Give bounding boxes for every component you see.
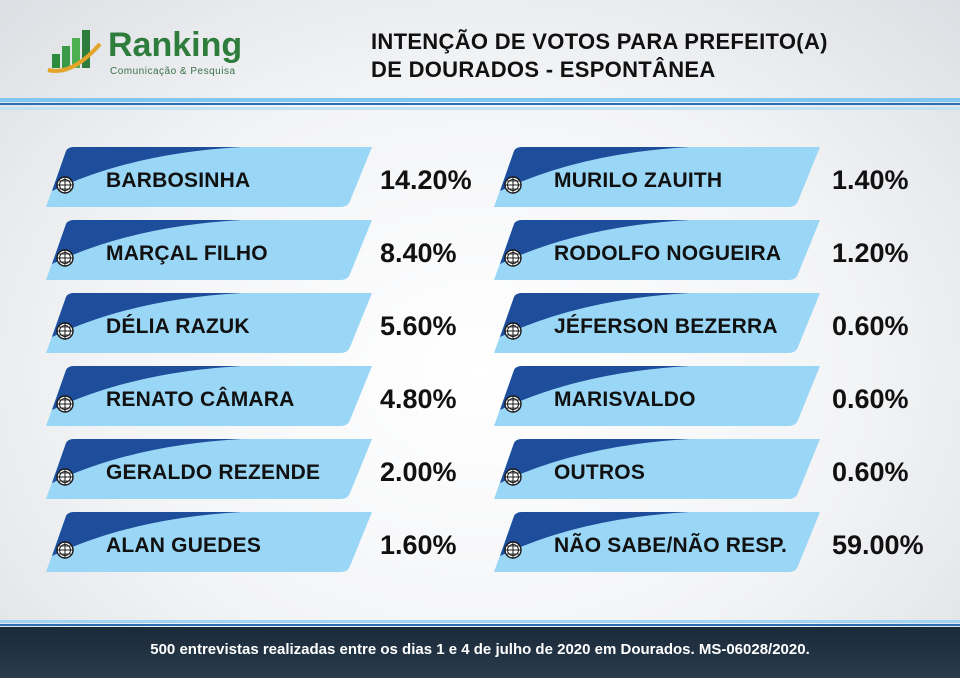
- candidate-row: BARBOSINHA 14.20%: [42, 147, 492, 207]
- candidate-percentage: 14.20%: [380, 165, 472, 195]
- candidate-row: GERALDO REZENDE 2.00%: [42, 439, 492, 499]
- candidate-pill: [46, 220, 372, 280]
- candidate-row: RODOLFO NOGUEIRA 1.20%: [490, 220, 940, 280]
- candidate-percentage: 0.60%: [832, 457, 909, 487]
- pill-accent: [52, 147, 242, 191]
- pill-accent: [500, 147, 690, 191]
- globe-icon: [56, 249, 74, 267]
- globe-icon: [56, 395, 74, 413]
- globe-icon: [504, 249, 522, 267]
- candidate-percentage: 8.40%: [380, 238, 457, 268]
- candidate-percentage: 5.60%: [380, 311, 457, 341]
- ranking-logo: Ranking Comunicação & Pesquisa: [46, 22, 246, 82]
- pill-accent: [500, 439, 690, 483]
- header-band-pale: [0, 107, 960, 110]
- candidate-name: MURILO ZAUITH: [554, 169, 723, 192]
- bar-chart-logo-icon: [47, 30, 102, 73]
- candidate-name: ALAN GUEDES: [106, 534, 262, 557]
- candidate-pill: [46, 147, 372, 207]
- footer-bar: 500 entrevistas realizadas entre os dias…: [0, 627, 960, 678]
- footer-band-light: [0, 620, 960, 623]
- candidate-pill: [46, 293, 372, 353]
- candidate-percentage: 2.00%: [380, 457, 457, 487]
- candidate-pill: [46, 439, 372, 499]
- title-line-2: DE DOURADOS - ESPONTÂNEA: [371, 57, 716, 82]
- candidate-name: OUTROS: [554, 461, 646, 484]
- candidate-name: JÉFERSON BEZERRA: [554, 315, 778, 338]
- candidate-row: MURILO ZAUITH 1.40%: [490, 147, 940, 207]
- pill-accent: [500, 512, 690, 556]
- globe-icon: [504, 176, 522, 194]
- candidate-row: NÃO SABE/NÃO RESP. 59.00%: [490, 512, 940, 572]
- candidate-row: MARÇAL FILHO 8.40%: [42, 220, 492, 280]
- candidate-pill: [46, 366, 372, 426]
- candidate-pill: [494, 512, 820, 572]
- globe-icon: [504, 322, 522, 340]
- globe-icon: [504, 541, 522, 559]
- candidate-percentage: 4.80%: [380, 384, 457, 414]
- candidate-percentage: 0.60%: [832, 384, 909, 414]
- pill-accent: [52, 293, 242, 337]
- pill-accent: [500, 220, 690, 264]
- globe-icon: [56, 541, 74, 559]
- globe-icon: [56, 322, 74, 340]
- globe-icon: [56, 176, 74, 194]
- candidate-name: BARBOSINHA: [106, 169, 251, 192]
- candidate-percentage: 1.60%: [380, 530, 457, 560]
- candidate-name: RENATO CÂMARA: [106, 388, 295, 411]
- candidate-percentage: 0.60%: [832, 311, 909, 341]
- candidate-name: GERALDO REZENDE: [106, 461, 321, 484]
- candidate-name: DÉLIA RAZUK: [106, 315, 250, 338]
- candidate-percentage: 1.40%: [832, 165, 909, 195]
- header-band-light: [0, 98, 960, 102]
- candidate-pill: [494, 439, 820, 499]
- pill-accent: [52, 512, 242, 556]
- candidate-name: MARISVALDO: [554, 388, 696, 411]
- candidate-pill: [494, 293, 820, 353]
- pill-accent: [52, 439, 242, 483]
- candidate-row: JÉFERSON BEZERRA 0.60%: [490, 293, 940, 353]
- candidate-pill: [46, 512, 372, 572]
- candidate-pill: [494, 366, 820, 426]
- globe-icon: [504, 468, 522, 486]
- candidate-row: DÉLIA RAZUK 5.60%: [42, 293, 492, 353]
- candidate-percentage: 59.00%: [832, 530, 924, 560]
- candidate-pill: [494, 220, 820, 280]
- candidate-percentage: 1.20%: [832, 238, 909, 268]
- logo-name: Ranking: [108, 26, 243, 64]
- logo-tagline: Comunicação & Pesquisa: [110, 66, 236, 77]
- pill-accent: [52, 220, 242, 264]
- pill-accent: [500, 366, 690, 410]
- pill-accent: [500, 293, 690, 337]
- candidate-row: MARISVALDO 0.60%: [490, 366, 940, 426]
- page-title: INTENÇÃO DE VOTOS PARA PREFEITO(A) DE DO…: [371, 28, 828, 84]
- footer-band-dark: [0, 624, 960, 626]
- title-line-1: INTENÇÃO DE VOTOS PARA PREFEITO(A): [371, 29, 828, 54]
- candidate-row: RENATO CÂMARA 4.80%: [42, 366, 492, 426]
- candidate-row: ALAN GUEDES 1.60%: [42, 512, 492, 572]
- header-band-dark: [0, 103, 960, 105]
- globe-icon: [56, 468, 74, 486]
- footer-note: 500 entrevistas realizadas entre os dias…: [150, 641, 810, 658]
- globe-icon: [504, 395, 522, 413]
- candidate-pill: [494, 147, 820, 207]
- candidate-row: OUTROS 0.60%: [490, 439, 940, 499]
- pill-accent: [52, 366, 242, 410]
- candidate-name: NÃO SABE/NÃO RESP.: [554, 534, 788, 557]
- candidate-name: MARÇAL FILHO: [106, 242, 268, 265]
- candidate-name: RODOLFO NOGUEIRA: [554, 242, 782, 265]
